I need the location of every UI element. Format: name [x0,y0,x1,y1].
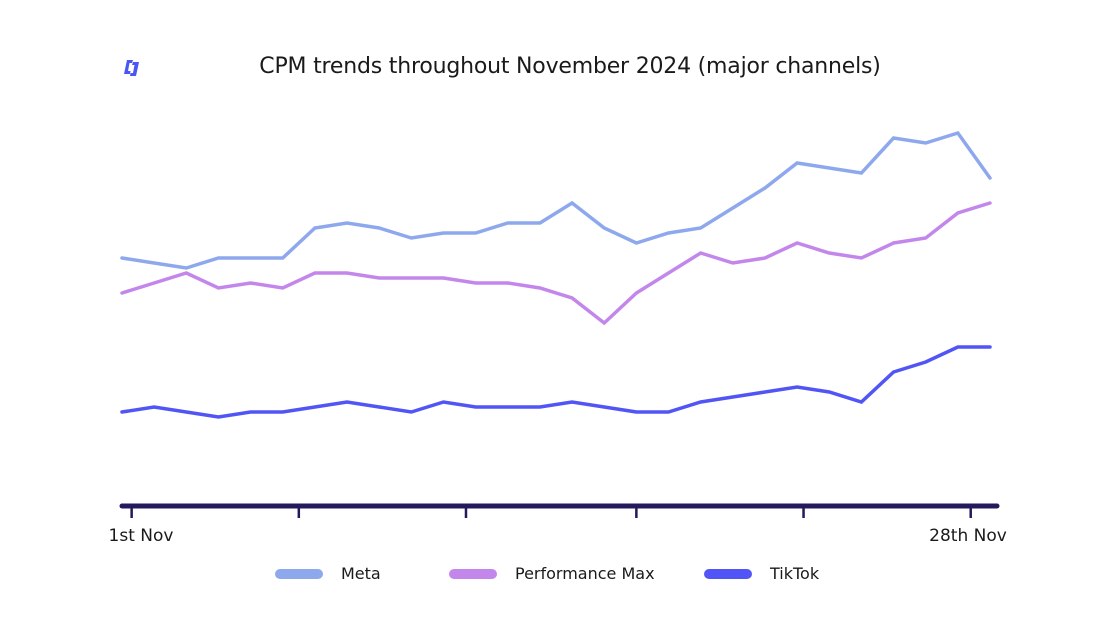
series-layer [120,130,992,419]
legend-label: TikTok [770,564,820,583]
legend-swatch-performance-max [449,568,497,579]
legend-label: Meta [341,564,381,583]
x-axis [119,503,1000,518]
legend-item-tiktok: TikTok [704,564,819,583]
chart-title: CPM trends throughout November 2024 (maj… [259,54,881,79]
legend-item-meta: Meta [275,564,381,583]
series-line-performance-max [120,201,992,326]
series-line-tiktok [120,345,992,419]
legend-swatch-tiktok [704,568,752,579]
legend-swatch-meta [275,568,323,579]
series-line-meta [120,130,992,270]
legend-label: Performance Max [515,564,655,583]
x-tick-label-last: 28th Nov [929,526,1007,546]
legend-item-performance-max: Performance Max [449,564,655,583]
bracket-logo-icon [121,57,143,83]
legend: Meta Performance Max TikTok [0,564,1120,588]
x-tick-label-first: 1st Nov [109,526,174,546]
